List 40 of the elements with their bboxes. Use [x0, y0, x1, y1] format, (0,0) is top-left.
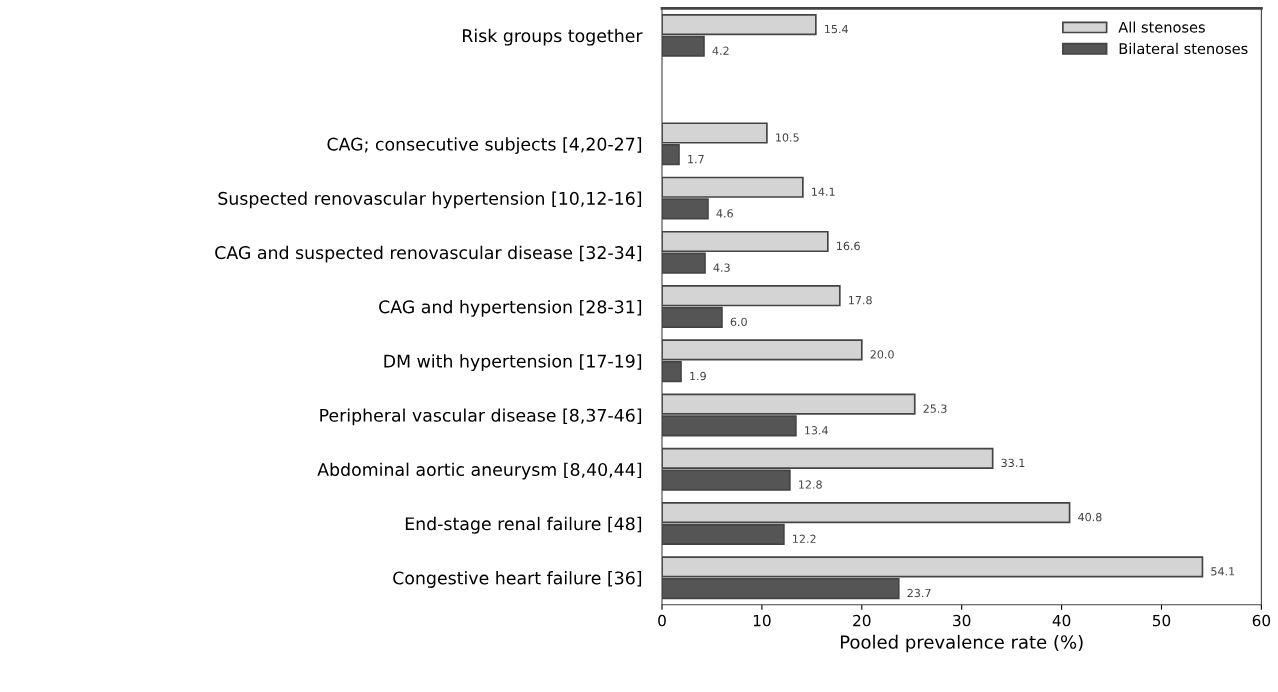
y-tick-label: CAG and hypertension [28-31] [379, 299, 642, 317]
y-tick-label: Suspected renovascular hypertension [10,12-16] [218, 191, 642, 209]
data-label: 6.0 [730, 317, 747, 327]
x-tick-label: 0 [658, 614, 666, 627]
data-label: 12.8 [799, 480, 822, 489]
y-tick-label: CAG and suspected renovascular disease [32-34] [215, 245, 642, 263]
x-tick-label: 60 [1252, 614, 1271, 627]
legend-label: Bilateral stenoses [1119, 42, 1248, 55]
y-tick-label: Risk groups together [463, 28, 643, 46]
data-label: 33.1 [1001, 458, 1025, 468]
data-label: 4.3 [713, 263, 730, 272]
data-label: 4.6 [716, 209, 733, 218]
data-label: 15.4 [825, 24, 848, 34]
y-tick-label: CAG; consecutive subjects [4,20-27] [327, 137, 642, 155]
data-label: 20.0 [870, 350, 894, 359]
data-label: 10.5 [776, 133, 799, 142]
data-label: 25.3 [923, 404, 947, 413]
data-label: 1.9 [690, 371, 706, 381]
data-label: 14.1 [812, 187, 835, 196]
x-tick-label: 20 [853, 614, 871, 627]
data-label: 12.2 [793, 534, 816, 543]
x-tick-label: 50 [1152, 614, 1171, 627]
y-tick-label: Abdominal aortic aneurysm [8,40,44] [317, 462, 642, 480]
y-tick-label: End-stage renal failure [48] [405, 516, 642, 534]
x-tick-label: 40 [1052, 614, 1071, 627]
data-label: 13.4 [805, 426, 828, 435]
data-label: 1.7 [688, 155, 704, 164]
legend-label: All stenoses [1118, 21, 1205, 33]
data-label: 16.6 [837, 241, 860, 251]
x-tick-label: 10 [753, 614, 771, 627]
x-tick-label: 30 [953, 614, 971, 627]
data-label: 17.8 [849, 295, 872, 305]
y-tick-label: Congestive heart failure [36] [393, 571, 642, 588]
data-label: 23.7 [907, 588, 931, 598]
x-axis-title: Pooled prevalence rate (%) [840, 634, 1083, 653]
data-label: 4.2 [712, 46, 729, 55]
data-label: 40.8 [1078, 512, 1102, 522]
y-tick-label: Peripheral vascular disease [8,37-46] [320, 408, 642, 426]
y-tick-label: DM with hypertension [17-19] [384, 354, 642, 371]
data-label: 54.1 [1211, 567, 1235, 576]
